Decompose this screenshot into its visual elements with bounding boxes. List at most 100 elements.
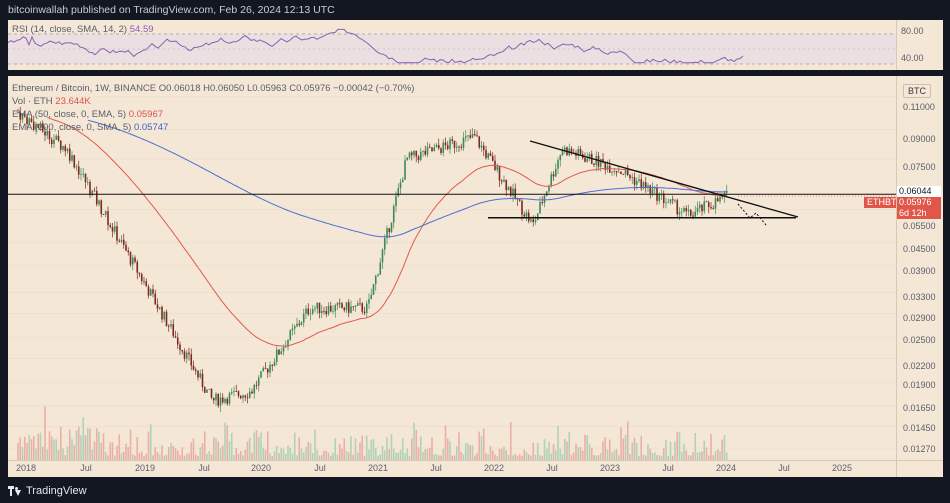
volume-bar bbox=[534, 454, 537, 460]
volume-bar bbox=[257, 436, 260, 460]
candle-body bbox=[176, 337, 179, 345]
volume-bar bbox=[701, 451, 703, 460]
volume-bar bbox=[235, 448, 238, 460]
candle-body bbox=[17, 112, 19, 114]
volume-bar bbox=[638, 455, 640, 460]
candle-body bbox=[444, 142, 447, 146]
volume-bar bbox=[325, 451, 328, 460]
candle-body bbox=[437, 144, 440, 149]
price-pane[interactable]: Ethereum / Bitcoin, 1W, BINANCE O0.06018… bbox=[8, 76, 896, 460]
candle-body bbox=[395, 196, 397, 207]
volume-bar bbox=[64, 455, 67, 460]
candle-body bbox=[408, 152, 411, 158]
volume-bar bbox=[656, 455, 658, 460]
volume-bar bbox=[640, 436, 643, 460]
candle-body bbox=[89, 181, 91, 196]
volume-bar bbox=[53, 439, 55, 460]
volume-bar bbox=[516, 455, 519, 460]
candle-body bbox=[480, 145, 483, 148]
candle-body bbox=[687, 209, 690, 212]
volume-bar bbox=[419, 436, 422, 460]
volume-bar bbox=[230, 432, 233, 460]
candle-body bbox=[368, 299, 370, 304]
ema200-line bbox=[87, 119, 727, 238]
volume-bar bbox=[440, 455, 442, 460]
candle-body bbox=[563, 147, 566, 151]
volume-bar bbox=[606, 449, 609, 460]
volume-bar bbox=[467, 443, 469, 460]
volume-bar bbox=[444, 425, 447, 460]
volume-bar bbox=[525, 451, 528, 460]
candle-body bbox=[109, 225, 112, 228]
candle-body bbox=[530, 219, 532, 222]
volume-bar bbox=[318, 455, 321, 460]
candle-body bbox=[46, 130, 49, 136]
volume-bar bbox=[723, 435, 726, 460]
candle-body bbox=[680, 211, 683, 213]
volume-bar bbox=[332, 452, 334, 460]
volume-bar bbox=[595, 455, 598, 460]
ema200-value: 0.05747 bbox=[133, 122, 169, 133]
candle-body bbox=[98, 200, 100, 205]
candle-body bbox=[518, 199, 521, 201]
volume-bar bbox=[392, 448, 395, 460]
volume-bar bbox=[176, 450, 179, 460]
candle-body bbox=[165, 311, 168, 327]
candle-body bbox=[712, 208, 715, 209]
volume-bar bbox=[710, 433, 712, 460]
volume-bar bbox=[138, 453, 141, 460]
volume-bar bbox=[401, 437, 404, 460]
candle-body bbox=[329, 305, 332, 312]
candle-body bbox=[705, 201, 708, 203]
volume-bar bbox=[563, 438, 566, 460]
volume-bar bbox=[561, 453, 564, 460]
candle-body bbox=[167, 326, 170, 327]
volume-bar bbox=[46, 449, 49, 460]
volume-bar bbox=[469, 444, 472, 460]
candle-body bbox=[28, 118, 31, 125]
candle-body bbox=[95, 191, 98, 205]
time-axis[interactable]: 2018 Jul 2019 Jul 2020 Jul 2021 Jul 2022… bbox=[8, 460, 896, 477]
candle-body bbox=[327, 305, 330, 315]
volume-bar bbox=[541, 455, 544, 460]
candle-body bbox=[152, 289, 154, 294]
rsi-axis[interactable]: 80.00 40.00 bbox=[896, 20, 943, 70]
volume-bar bbox=[311, 453, 314, 460]
volume-bar bbox=[57, 450, 60, 460]
candle-body bbox=[125, 244, 127, 251]
currency-unit-button[interactable]: BTC bbox=[903, 84, 931, 98]
volume-bar bbox=[129, 429, 132, 460]
volume-bar bbox=[278, 453, 280, 460]
candle-body bbox=[521, 200, 523, 215]
candle-body bbox=[192, 365, 195, 370]
price-tick: 0.03300 bbox=[903, 292, 936, 302]
candle-body bbox=[539, 202, 541, 214]
volume-bar bbox=[174, 448, 177, 460]
volume-bar bbox=[28, 435, 31, 460]
volume-bar bbox=[73, 444, 76, 460]
candle-body bbox=[500, 180, 503, 182]
volume-bar bbox=[273, 450, 276, 460]
candle-body bbox=[597, 155, 600, 167]
candle-body bbox=[140, 274, 143, 282]
volume-bar bbox=[685, 450, 688, 460]
candle-body bbox=[104, 211, 107, 215]
candle-body bbox=[692, 215, 694, 217]
volume-bar bbox=[383, 450, 386, 460]
volume-bar bbox=[635, 442, 638, 460]
price-axis[interactable]: BTC 0.11000 0.09000 0.07500 0.05500 0.04… bbox=[896, 76, 943, 460]
candle-body bbox=[622, 173, 625, 175]
candle-body bbox=[602, 158, 604, 163]
volume-bar bbox=[316, 449, 319, 460]
volume-bar bbox=[505, 450, 508, 460]
publisher-note: bitcoinwallah published on TradingView.c… bbox=[8, 4, 335, 16]
volume-bar bbox=[413, 422, 415, 460]
candle-body bbox=[509, 187, 512, 196]
volume-bar bbox=[705, 447, 708, 460]
candle-body bbox=[57, 135, 60, 141]
candle-body bbox=[347, 302, 350, 313]
rsi-pane[interactable]: RSI (14, close, SMA, 14, 2) 54.59 bbox=[8, 20, 896, 70]
candle-body bbox=[64, 146, 67, 152]
volume-bar bbox=[431, 437, 433, 460]
